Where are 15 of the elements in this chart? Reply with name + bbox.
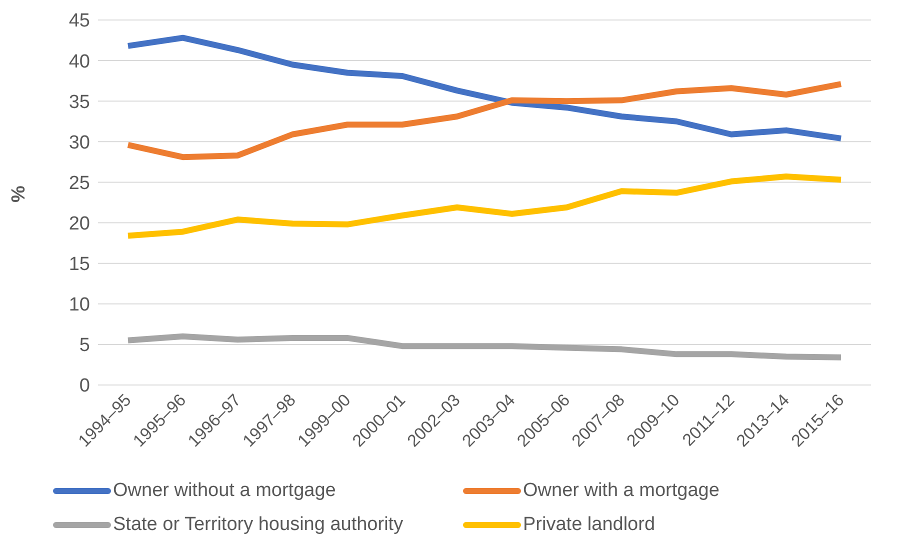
legend-label: Private landlord xyxy=(523,514,656,536)
legend-label: State or Territory housing authority xyxy=(113,514,404,536)
y-tick-label: 20 xyxy=(68,214,90,235)
y-tick-label: 5 xyxy=(79,335,90,356)
y-tick-label: 45 xyxy=(68,10,90,32)
y-axis-title: % xyxy=(8,186,30,202)
legend-label: Owner without a mortgage xyxy=(113,480,336,502)
y-tick-label: 25 xyxy=(68,172,90,194)
y-tick-label: 35 xyxy=(68,92,90,113)
y-tick-label: 10 xyxy=(68,294,90,316)
y-tick-label: 30 xyxy=(68,132,90,154)
y-tick-label: 40 xyxy=(68,51,90,72)
y-tick-label: 15 xyxy=(68,254,90,276)
y-tick-label: 0 xyxy=(79,376,90,397)
legend-label: Owner with a mortgage xyxy=(523,480,720,502)
